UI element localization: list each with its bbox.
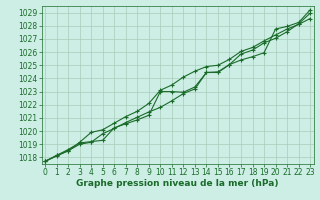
X-axis label: Graphe pression niveau de la mer (hPa): Graphe pression niveau de la mer (hPa) — [76, 179, 279, 188]
